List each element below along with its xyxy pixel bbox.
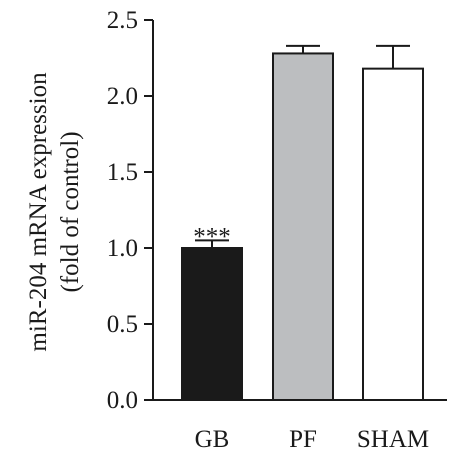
y-axis-title: miR-204 mRNA expression (fold of control… <box>25 72 84 352</box>
y-tick-label-2: 1.0 <box>107 235 138 262</box>
bar-sham <box>362 67 424 401</box>
y-tick-label-3: 1.5 <box>107 159 138 186</box>
y-tick-label-5: 2.5 <box>107 7 138 34</box>
x-tick-label-sham: SHAM <box>357 426 429 453</box>
y-axis-ticks: 0.0 0.5 1.0 1.5 2.0 2.5 <box>107 7 153 414</box>
significance-annotations: *** <box>193 223 231 250</box>
bars <box>181 44 424 401</box>
significance-marker-0: *** <box>193 223 231 250</box>
y-tick-label-4: 2.0 <box>107 83 138 110</box>
category-labels: GB PF SHAM <box>195 426 429 453</box>
bar-pf <box>272 52 334 401</box>
bar-gb <box>181 247 243 401</box>
x-tick-label-gb: GB <box>195 426 230 453</box>
x-tick-label-pf: PF <box>289 426 317 453</box>
y-tick-label-1: 0.5 <box>107 311 138 338</box>
y-axis-title-line-1: miR-204 mRNA expression <box>25 72 52 352</box>
y-axis-title-line-2: (fold of control) <box>57 131 84 292</box>
y-tick-label-0: 0.0 <box>107 387 138 414</box>
